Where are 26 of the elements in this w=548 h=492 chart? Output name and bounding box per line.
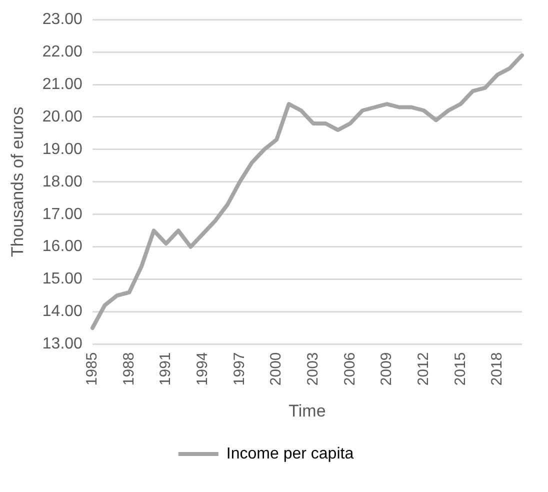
y-axis-title: Thousands of euros xyxy=(8,106,27,258)
y-tick-label: 18.00 xyxy=(42,173,83,190)
y-tick-label: 16.00 xyxy=(42,238,83,256)
legend-label: Income per capita xyxy=(226,445,354,462)
x-tick-label: 2012 xyxy=(414,352,432,386)
y-tick-label: 14.00 xyxy=(42,303,83,320)
x-tick-label: 2009 xyxy=(378,352,396,386)
x-tick-label: 2000 xyxy=(268,352,285,386)
x-axis-title: Time xyxy=(288,401,326,420)
x-tick-label: 2018 xyxy=(488,352,506,386)
x-tick-label: 2015 xyxy=(452,352,469,386)
y-tick-label: 15.00 xyxy=(42,270,83,288)
x-tick-label: 2006 xyxy=(341,352,358,386)
y-tick-label: 13.00 xyxy=(42,336,83,353)
x-tick-label: 1988 xyxy=(120,352,138,386)
y-tick-label: 20.00 xyxy=(42,108,83,126)
x-tick-label: 1994 xyxy=(194,352,212,386)
y-tick-label: 21.00 xyxy=(42,76,83,93)
y-tick-label: 19.00 xyxy=(42,140,83,158)
x-tick-label: 2003 xyxy=(304,352,322,386)
y-tick-label: 23.00 xyxy=(42,11,83,28)
x-tick-label: 1985 xyxy=(84,352,101,386)
y-tick-label: 17.00 xyxy=(42,206,83,223)
y-tick-label: 22.00 xyxy=(42,43,83,60)
x-tick-label: 1991 xyxy=(157,352,174,386)
x-tick-label: 1997 xyxy=(230,352,248,386)
